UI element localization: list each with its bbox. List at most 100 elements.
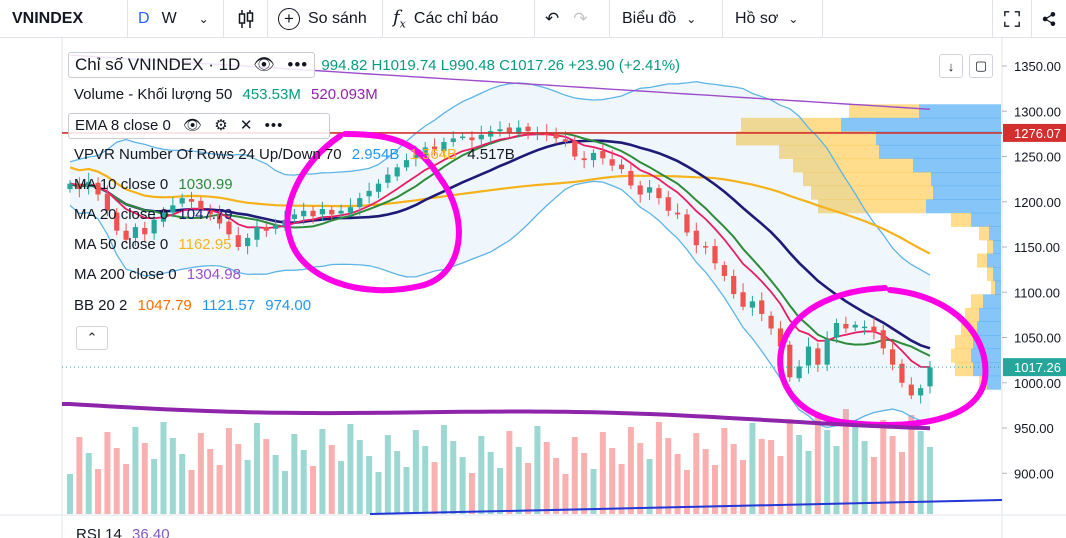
- candle-body: [104, 193, 110, 211]
- legend-title-row: Chỉ số VNINDEX · 1D 👁 ••• 994.82 H1019.7…: [68, 52, 680, 78]
- volume-bar: [216, 465, 223, 514]
- candle-body: [927, 367, 933, 387]
- rsi-legend[interactable]: RSI 14 36.40: [76, 526, 170, 538]
- candle-body: [553, 132, 559, 139]
- legend-ma20-row[interactable]: MA 20 close 0 1047.79: [74, 204, 233, 226]
- candle-body: [198, 200, 204, 209]
- indicators-button[interactable]: fx Các chỉ báo: [383, 0, 535, 38]
- ema8-line: [69, 133, 931, 368]
- compare-button[interactable]: + So sánh: [268, 0, 383, 38]
- volume-bar: [515, 447, 522, 514]
- more-icon[interactable]: •••: [287, 55, 309, 74]
- plus-circle-icon: +: [278, 7, 300, 30]
- symbol-search[interactable]: VNINDEX: [0, 0, 128, 38]
- volume-bar: [525, 463, 532, 514]
- volume-bar: [646, 459, 653, 514]
- volume-bar: [655, 422, 662, 514]
- candle-body: [572, 141, 578, 157]
- candle-body: [908, 384, 914, 396]
- candle-body: [160, 212, 167, 222]
- legend-ma50-row[interactable]: MA 50 close 0 1162.95: [74, 234, 232, 256]
- volume-bar: [319, 429, 326, 514]
- more-icon[interactable]: •••: [264, 117, 284, 134]
- chevron-down-icon[interactable]: ⌄: [198, 11, 209, 26]
- rsi-value: 36.40: [132, 526, 170, 538]
- volume-bar: [197, 433, 204, 514]
- legend-volume-row[interactable]: Volume - Khối lượng 50 453.53M 520.093M: [74, 84, 378, 106]
- candle-body: [768, 315, 774, 329]
- legend-ma10-name: MA 10 close 0: [74, 176, 169, 193]
- candle-body: [188, 199, 195, 202]
- candle-body: [151, 219, 157, 234]
- legend-vpvr-row[interactable]: VPVR Number Of Rows 24 Up/Down 70 2.954B…: [74, 144, 515, 166]
- volume-bar: [291, 434, 298, 514]
- volume-bar: [375, 472, 382, 514]
- volume-bar: [693, 433, 700, 514]
- gear-icon[interactable]: ⚙: [214, 117, 228, 134]
- volume-bar: [310, 466, 317, 514]
- candle-body: [338, 210, 344, 214]
- scroll-down-button[interactable]: ↓: [939, 54, 963, 78]
- legend-ema-row[interactable]: EMA 8 close 0 👁 ⚙ ✕ •••: [68, 113, 330, 139]
- chart-style-button[interactable]: [224, 0, 268, 38]
- candle-body: [497, 129, 503, 132]
- chart-area[interactable]: 1350.00 1300.00 1250.00 1200.00 1150.00 1100.…: [0, 38, 1066, 538]
- candle-body: [693, 230, 699, 246]
- chevron-down-icon: ⌄: [788, 11, 799, 26]
- legend-ma10-row[interactable]: MA 10 close 0 1030.99: [74, 174, 233, 196]
- volume-bar: [132, 427, 139, 514]
- share-button[interactable]: [1032, 0, 1066, 38]
- candle-body: [871, 326, 877, 333]
- legend-title: Chỉ số VNINDEX · 1D: [75, 55, 241, 74]
- candle-body: [805, 346, 812, 366]
- volume-bars: [67, 409, 933, 514]
- legend-bb-row[interactable]: BB 20 2 1047.79 1121.57 974.00: [74, 295, 311, 317]
- volume-profile-down: [991, 280, 995, 295]
- volume-profile-up: [919, 104, 1001, 119]
- price-tick-label: 1100.00: [1014, 285, 1060, 300]
- candle-body: [76, 183, 82, 190]
- candle-body: [114, 212, 120, 231]
- volume-bar: [898, 452, 905, 514]
- volume-bar: [786, 419, 793, 514]
- timeframe-daily[interactable]: D: [138, 9, 150, 27]
- candle-body: [703, 246, 709, 248]
- candle-body: [460, 136, 466, 139]
- legend-vpvr-name: VPVR Number Of Rows 24 Up/Down 70: [74, 146, 342, 163]
- eye-icon[interactable]: 👁: [253, 55, 275, 74]
- volume-bar: [852, 425, 859, 514]
- close-icon[interactable]: ✕: [239, 117, 253, 134]
- legend-ma200-value: 1304.98: [186, 266, 241, 283]
- volume-bar: [431, 462, 438, 514]
- volume-bar: [225, 428, 232, 514]
- collapse-legend-button[interactable]: ⌃: [76, 326, 108, 350]
- price-chart[interactable]: 1350.00 1300.00 1250.00 1200.00 1150.00 1100.…: [0, 38, 1066, 538]
- volume-bar: [235, 444, 242, 514]
- fullscreen-button[interactable]: [992, 0, 1032, 38]
- volume-bar: [244, 460, 251, 514]
- eye-icon[interactable]: 👁: [183, 117, 203, 134]
- legend-ma200-name: MA 200 close 0: [74, 266, 177, 283]
- volume-profile-up: [876, 131, 1001, 146]
- moving-averages: [69, 54, 931, 368]
- auto-scale-button[interactable]: ▢: [969, 54, 993, 78]
- legend-bb-v3: 974.00: [265, 297, 312, 314]
- legend-title-box[interactable]: Chỉ số VNINDEX · 1D 👁 •••: [68, 52, 316, 78]
- trend-line[interactable]: [369, 499, 1003, 515]
- scale-icon: ▢: [974, 58, 988, 73]
- candle-body: [861, 326, 868, 329]
- profile-menu[interactable]: Hồ sơ ⌄: [723, 0, 823, 38]
- legend-ma200-row[interactable]: MA 200 close 0 1304.98: [74, 264, 241, 286]
- legend-ema-box[interactable]: EMA 8 close 0 👁 ⚙ ✕ •••: [68, 113, 330, 139]
- timeframe-weekly[interactable]: W: [161, 9, 177, 27]
- volume-ma-line: [62, 402, 931, 431]
- chart-type-menu[interactable]: Biểu đồ ⌄: [610, 0, 723, 38]
- price-tick-label: 1350.00: [1014, 59, 1061, 74]
- price-tick-label: 950.00: [1014, 421, 1054, 436]
- candle-body: [796, 366, 802, 379]
- volume-bar: [730, 444, 737, 514]
- candle-body: [525, 126, 531, 132]
- candle-body: [590, 152, 597, 161]
- undo-icon[interactable]: ↶: [545, 8, 560, 28]
- redo-icon[interactable]: ↷: [573, 8, 588, 28]
